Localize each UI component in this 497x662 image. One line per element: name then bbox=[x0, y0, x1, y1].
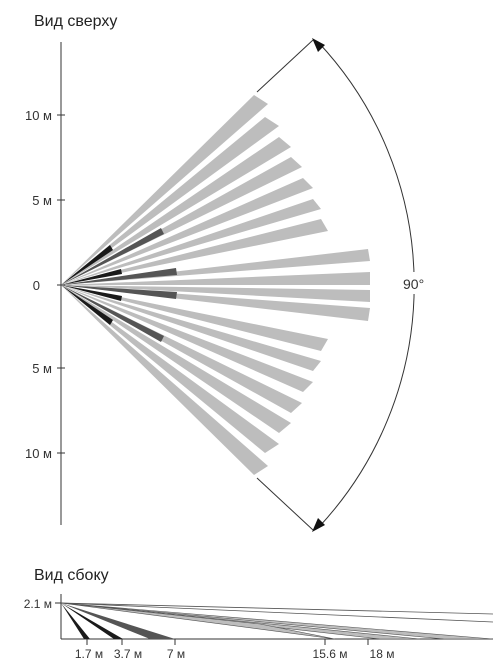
near-beam-2 bbox=[61, 269, 122, 285]
tick-label-5m-bottom: 5 м bbox=[32, 361, 52, 376]
mid-zone-beams bbox=[61, 228, 177, 342]
tick-label-zero: 0 bbox=[33, 278, 40, 293]
side-near-ray-2 bbox=[61, 603, 123, 639]
near-beam-4 bbox=[61, 285, 113, 325]
distance-label-7m: 7 м bbox=[167, 647, 185, 661]
near-beam-1 bbox=[61, 245, 113, 285]
tick-label-10m-bottom: 10 м bbox=[25, 446, 52, 461]
far-beam-16 bbox=[61, 285, 291, 433]
side-far-ray-1 bbox=[60, 602, 494, 640]
near-beam-3 bbox=[61, 285, 122, 301]
side-far-ray-4 bbox=[60, 602, 494, 615]
far-beam-14 bbox=[61, 285, 313, 392]
distance-label-15-6m: 15.6 м bbox=[313, 647, 348, 661]
side-view: Вид сбоку 2.1 м 1.7 м 3.7 м 7 м 15.6 м 1… bbox=[24, 567, 494, 661]
angle-label-background bbox=[400, 272, 434, 294]
far-zone-beams bbox=[61, 95, 370, 475]
far-beam-18 bbox=[61, 285, 268, 475]
side-far-ray-3 bbox=[60, 602, 336, 640]
mid-beam-1 bbox=[61, 228, 164, 285]
side-near-ray-1 bbox=[61, 603, 90, 639]
far-beam-9 bbox=[61, 272, 370, 285]
far-beam-10 bbox=[61, 285, 370, 302]
angle-annotation: 90° bbox=[256, 38, 434, 532]
far-beam-2 bbox=[61, 117, 279, 285]
near-zone-beams bbox=[61, 245, 122, 325]
top-view-title: Вид сверху bbox=[34, 13, 117, 30]
angle-label: 90° bbox=[403, 276, 424, 292]
far-beam-5 bbox=[61, 178, 313, 285]
angle-extension-line-bottom bbox=[256, 477, 314, 531]
side-mid-ray bbox=[61, 603, 175, 639]
tick-label-10m-top: 10 м bbox=[25, 108, 52, 123]
far-beam-6 bbox=[61, 199, 321, 285]
tick-label-5m-top: 5 м bbox=[32, 193, 52, 208]
arrowhead-top bbox=[312, 38, 325, 52]
distance-label-3-7m: 3.7 м bbox=[114, 647, 142, 661]
far-beam-17 bbox=[61, 285, 279, 453]
far-beam-3 bbox=[61, 137, 291, 285]
far-beam-7 bbox=[61, 219, 328, 285]
angle-extension-line-top bbox=[256, 39, 314, 93]
height-label: 2.1 м bbox=[24, 597, 52, 611]
far-beam-1 bbox=[61, 95, 268, 285]
side-view-title: Вид сбоку bbox=[34, 567, 109, 584]
top-view: Вид сверху 10 м 5 м 0 5 м 10 м bbox=[25, 13, 434, 532]
side-far-ray-5 bbox=[60, 602, 494, 623]
mid-beam-3 bbox=[61, 285, 177, 299]
far-beam-12 bbox=[61, 285, 328, 351]
far-beam-13 bbox=[61, 285, 321, 371]
distance-label-1-7m: 1.7 м bbox=[75, 647, 103, 661]
mid-beam-4 bbox=[61, 285, 164, 342]
arrowhead-bottom bbox=[312, 518, 325, 532]
distance-label-18m: 18 м bbox=[370, 647, 395, 661]
mid-beam-2 bbox=[61, 268, 177, 285]
